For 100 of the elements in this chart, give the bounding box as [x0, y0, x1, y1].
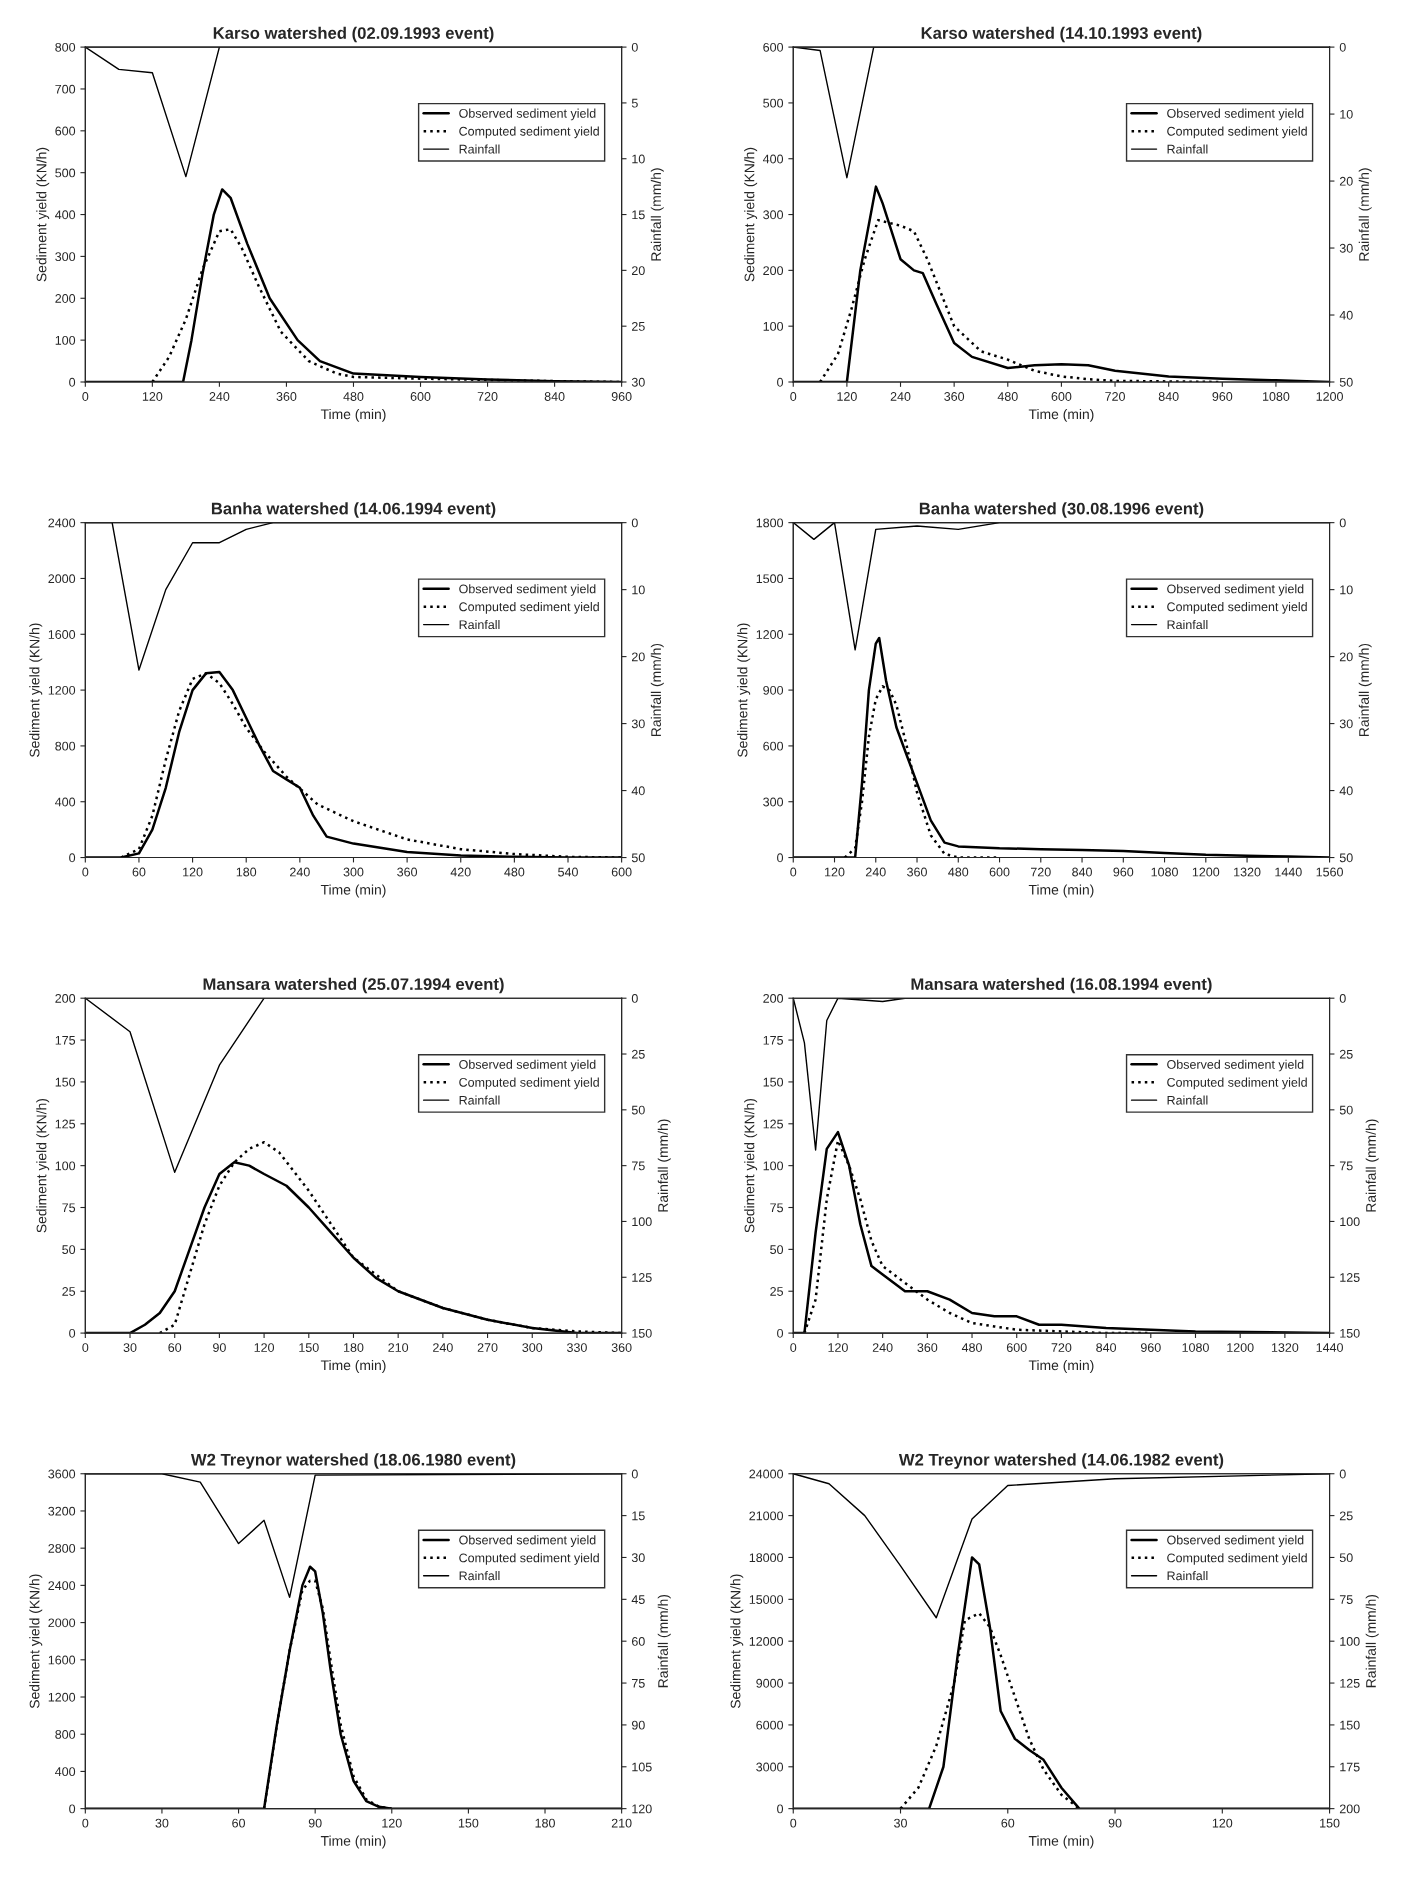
y2-tick-label: 25: [1339, 1511, 1353, 1521]
y-tick-label: 50: [770, 1245, 784, 1255]
x-tick-label: 120: [382, 1818, 402, 1828]
x-tick-label: 0: [82, 1343, 89, 1352]
y-tick-label: 400: [55, 1767, 76, 1777]
y-tick-label: 800: [55, 741, 76, 751]
x-axis-title: Time (min): [320, 1835, 386, 1849]
y2-tick-label: 75: [632, 1161, 645, 1171]
x-tick-label: 90: [308, 1818, 322, 1828]
x-tick-label: 240: [290, 867, 310, 877]
x-tick-label: 480: [997, 392, 1018, 401]
y2-axis-title: Rainfall (mm/h): [1358, 643, 1372, 737]
legend-label: Rainfall: [1167, 1095, 1208, 1105]
y-axis-title: Sediment yield (KN/h): [36, 147, 50, 282]
y-tick-label: 150: [55, 1077, 76, 1087]
y2-tick-label: 125: [632, 1273, 652, 1282]
y2-tick-label: 10: [1340, 109, 1353, 119]
y-tick-label: 0: [69, 1804, 76, 1814]
y-tick-label: 0: [69, 1328, 76, 1338]
x-tick-label: 360: [944, 392, 965, 401]
y2-tick-label: 125: [1340, 1678, 1360, 1688]
y2-tick-label: 50: [1339, 377, 1353, 387]
legend-label: Rainfall: [459, 1095, 500, 1105]
x-tick-label: 960: [1113, 867, 1134, 877]
y-tick-label: 2000: [48, 574, 76, 584]
x-tick-label: 300: [522, 1343, 543, 1352]
y-tick-label: 300: [763, 210, 784, 220]
y-tick-label: 24000: [749, 1469, 784, 1479]
chart-title: W2 Treynor watershed (14.06.1982 event): [898, 1453, 1224, 1469]
x-tick-label: 150: [1320, 1818, 1340, 1828]
y2-tick-label: 30: [631, 719, 645, 729]
y-tick-label: 2400: [48, 1581, 76, 1591]
y2-tick-label: 150: [1340, 1720, 1360, 1730]
y2-tick-label: 50: [631, 1105, 645, 1115]
y-tick-label: 9000: [756, 1678, 784, 1688]
x-tick-label: 180: [344, 1343, 364, 1352]
y2-tick-label: 30: [1339, 719, 1353, 729]
y-tick-label: 21000: [749, 1511, 784, 1521]
y-tick-label: 1200: [48, 685, 76, 695]
y2-tick-label: 45: [631, 1595, 645, 1604]
y-tick-label: 500: [763, 98, 784, 108]
y2-tick-label: 10: [632, 585, 645, 595]
y-tick-label: 0: [777, 377, 784, 387]
y-tick-label: 175: [55, 1035, 76, 1045]
y-tick-label: 700: [55, 84, 76, 94]
legend-label: Observed sediment yield: [1167, 108, 1304, 121]
y-tick-label: 125: [763, 1119, 784, 1129]
y2-tick-label: 20: [631, 266, 645, 276]
y2-tick-label: 0: [631, 1469, 638, 1479]
x-tick-label: 1200: [1316, 392, 1343, 401]
y2-tick-label: 100: [1340, 1636, 1360, 1646]
legend-label: Rainfall: [459, 1571, 500, 1581]
y-tick-label: 25: [770, 1287, 784, 1296]
x-tick-label: 480: [948, 867, 969, 877]
x-tick-label: 600: [989, 867, 1010, 877]
y-tick-label: 18000: [749, 1553, 784, 1563]
x-tick-label: 960: [1212, 392, 1233, 401]
y2-tick-label: 10: [632, 154, 645, 164]
y-tick-label: 400: [762, 154, 784, 164]
y2-tick-label: 60: [631, 1636, 645, 1646]
y2-tick-label: 50: [1339, 853, 1353, 863]
x-tick-label: 840: [1158, 392, 1179, 401]
chart-title: Mansara watershed (16.08.1994 event): [911, 977, 1212, 994]
x-tick-label: 960: [611, 392, 632, 401]
x-tick-label: 720: [1031, 867, 1051, 877]
y2-tick-label: 50: [1339, 1105, 1353, 1115]
x-tick-label: 1200: [1192, 867, 1220, 877]
legend-label: Observed sediment yield: [1167, 1059, 1304, 1072]
y2-tick-label: 0: [631, 994, 638, 1003]
x-tick-label: 30: [155, 1818, 169, 1828]
x-axis-title: Time (min): [320, 1360, 386, 1373]
y2-tick-label: 75: [1339, 1161, 1353, 1171]
y2-tick-label: 125: [1340, 1273, 1360, 1282]
y-tick-label: 300: [55, 252, 76, 262]
y2-tick-label: 50: [631, 853, 645, 863]
x-tick-label: 1440: [1316, 1343, 1343, 1352]
y-tick-label: 175: [763, 1035, 784, 1045]
x-tick-label: 60: [168, 1343, 182, 1352]
x-tick-label: 840: [544, 392, 565, 401]
y2-axis-title: Rainfall (mm/h): [1365, 1594, 1379, 1688]
x-tick-label: 720: [477, 392, 498, 401]
x-tick-label: 360: [611, 1343, 632, 1352]
x-tick-label: 60: [232, 1818, 246, 1828]
y-tick-label: 3200: [48, 1506, 76, 1516]
y-tick-label: 200: [763, 994, 784, 1003]
chart-title: W2 Treynor watershed (18.06.1980 event): [190, 1453, 516, 1469]
y2-axis-title: Rainfall (mm/h): [650, 168, 664, 261]
legend-label: Computed sediment yield: [459, 602, 599, 614]
y-tick-label: 600: [763, 42, 784, 52]
x-tick-label: 600: [410, 392, 431, 401]
y-axis-title: Sediment yield (KN/h): [29, 623, 43, 757]
x-tick-label: 360: [397, 867, 418, 877]
y-axis-title: Sediment yield (KN/h): [730, 1574, 744, 1709]
legend-label: Observed sediment yield: [459, 1059, 596, 1072]
x-tick-label: 120: [142, 392, 163, 401]
x-tick-label: 1560: [1316, 867, 1343, 877]
y-axis-title: Sediment yield (KN/h): [29, 1574, 43, 1709]
y-tick-label: 200: [763, 266, 784, 276]
x-tick-label: 1080: [1262, 392, 1290, 401]
line-series: [85, 47, 221, 178]
